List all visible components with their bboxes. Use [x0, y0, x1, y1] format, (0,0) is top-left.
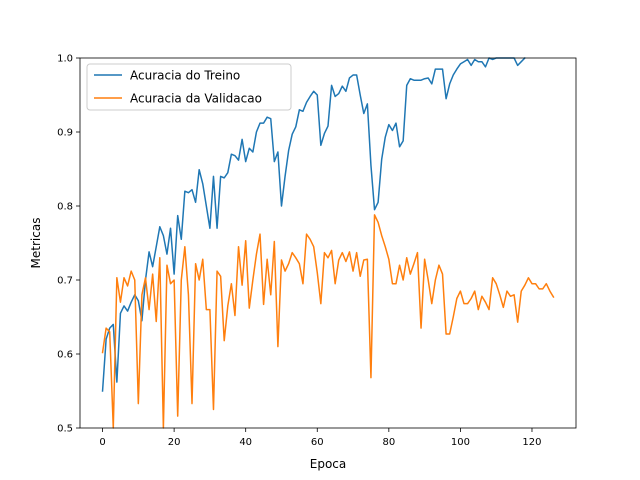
x-tick-label: 80 [382, 437, 395, 448]
plot-frame [79, 57, 577, 429]
y-tick-label: 0.7 [57, 276, 73, 287]
x-tick-label: 60 [311, 437, 324, 448]
series-line-train [101, 56, 526, 392]
x-tick-label: 0 [99, 437, 105, 448]
series-line-validation [101, 214, 555, 429]
x-tick-label: 100 [451, 437, 470, 448]
y-axis-label: Metricas [29, 218, 43, 269]
x-tick-label: 120 [522, 437, 541, 448]
x-tick-label: 40 [239, 437, 252, 448]
x-tick-label: 20 [168, 437, 181, 448]
series-lines [101, 56, 555, 429]
y-tick-label: 0.9 [57, 128, 73, 139]
legend: Acuracia do Treino Acuracia da Validacao [86, 63, 292, 111]
legend-label-train: Acuracia do Treino [130, 69, 240, 83]
y-tick-label: 0.5 [57, 424, 73, 435]
y-tick-label: 0.8 [57, 202, 73, 213]
plot-background [80, 58, 576, 428]
x-axis-ticks: 0 20 40 60 80 100 120 [99, 428, 542, 448]
y-tick-label: 1.0 [57, 54, 73, 65]
x-axis-label: Epoca [310, 457, 347, 471]
legend-box [86, 63, 292, 111]
legend-label-validation: Acuracia da Validacao [130, 92, 262, 106]
y-tick-label: 0.6 [57, 350, 73, 361]
y-axis-ticks: 0.5 0.6 0.7 0.8 0.9 1.0 [57, 54, 80, 435]
